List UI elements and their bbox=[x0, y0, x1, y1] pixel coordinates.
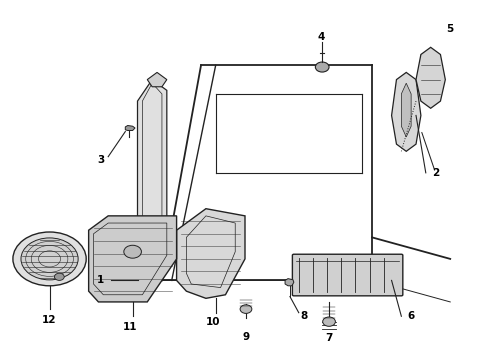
Text: 6: 6 bbox=[408, 311, 415, 321]
Text: 8: 8 bbox=[300, 311, 307, 321]
Circle shape bbox=[240, 305, 252, 314]
Text: 3: 3 bbox=[97, 155, 104, 165]
Text: 4: 4 bbox=[317, 32, 324, 41]
Polygon shape bbox=[147, 72, 167, 87]
Text: 5: 5 bbox=[446, 24, 454, 35]
Polygon shape bbox=[285, 279, 294, 286]
Text: 1: 1 bbox=[97, 275, 104, 285]
Circle shape bbox=[124, 245, 142, 258]
Text: 12: 12 bbox=[42, 315, 57, 325]
Text: 7: 7 bbox=[325, 333, 333, 343]
Polygon shape bbox=[176, 209, 245, 298]
Circle shape bbox=[54, 273, 64, 280]
Polygon shape bbox=[125, 126, 135, 131]
Polygon shape bbox=[392, 72, 421, 151]
Circle shape bbox=[323, 317, 335, 326]
Text: 9: 9 bbox=[243, 332, 249, 342]
Polygon shape bbox=[89, 216, 176, 302]
Circle shape bbox=[21, 238, 78, 280]
Circle shape bbox=[13, 232, 86, 286]
Polygon shape bbox=[138, 80, 167, 280]
Text: 11: 11 bbox=[123, 322, 137, 332]
Polygon shape bbox=[401, 83, 411, 137]
Text: 2: 2 bbox=[432, 168, 439, 178]
Circle shape bbox=[316, 62, 329, 72]
FancyBboxPatch shape bbox=[293, 254, 403, 296]
Polygon shape bbox=[416, 47, 445, 108]
Text: 10: 10 bbox=[206, 317, 220, 327]
